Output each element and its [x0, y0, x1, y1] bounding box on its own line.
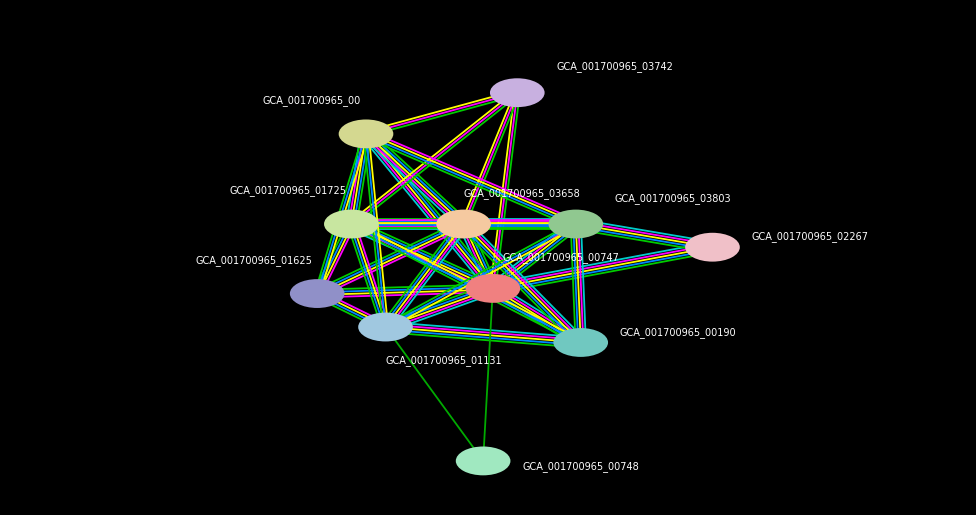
Text: GCA_001700965_01725: GCA_001700965_01725 — [229, 185, 346, 196]
Circle shape — [685, 233, 740, 262]
Text: GCA_001700965_03658: GCA_001700965_03658 — [464, 187, 581, 199]
Text: GCA_001700965_03803: GCA_001700965_03803 — [615, 193, 731, 204]
Text: GCA_001700965_00748: GCA_001700965_00748 — [522, 460, 639, 472]
Circle shape — [358, 313, 413, 341]
Text: GCA_001700965_02267: GCA_001700965_02267 — [752, 231, 869, 243]
Text: GCA_001700965_00190: GCA_001700965_00190 — [620, 327, 736, 338]
Circle shape — [324, 210, 379, 238]
Circle shape — [490, 78, 545, 107]
Circle shape — [290, 279, 345, 308]
Text: GCA_001700965_00: GCA_001700965_00 — [263, 95, 361, 106]
Text: GCA_001700965_03742: GCA_001700965_03742 — [556, 61, 673, 73]
Circle shape — [466, 274, 520, 303]
Circle shape — [436, 210, 491, 238]
Circle shape — [549, 210, 603, 238]
Circle shape — [456, 447, 510, 475]
Text: GCA_001700965_01131: GCA_001700965_01131 — [386, 355, 502, 366]
Circle shape — [339, 119, 393, 148]
Text: GCA_001700965_00747: GCA_001700965_00747 — [503, 252, 620, 263]
Text: GCA_001700965_01625: GCA_001700965_01625 — [195, 254, 312, 266]
Circle shape — [553, 328, 608, 357]
